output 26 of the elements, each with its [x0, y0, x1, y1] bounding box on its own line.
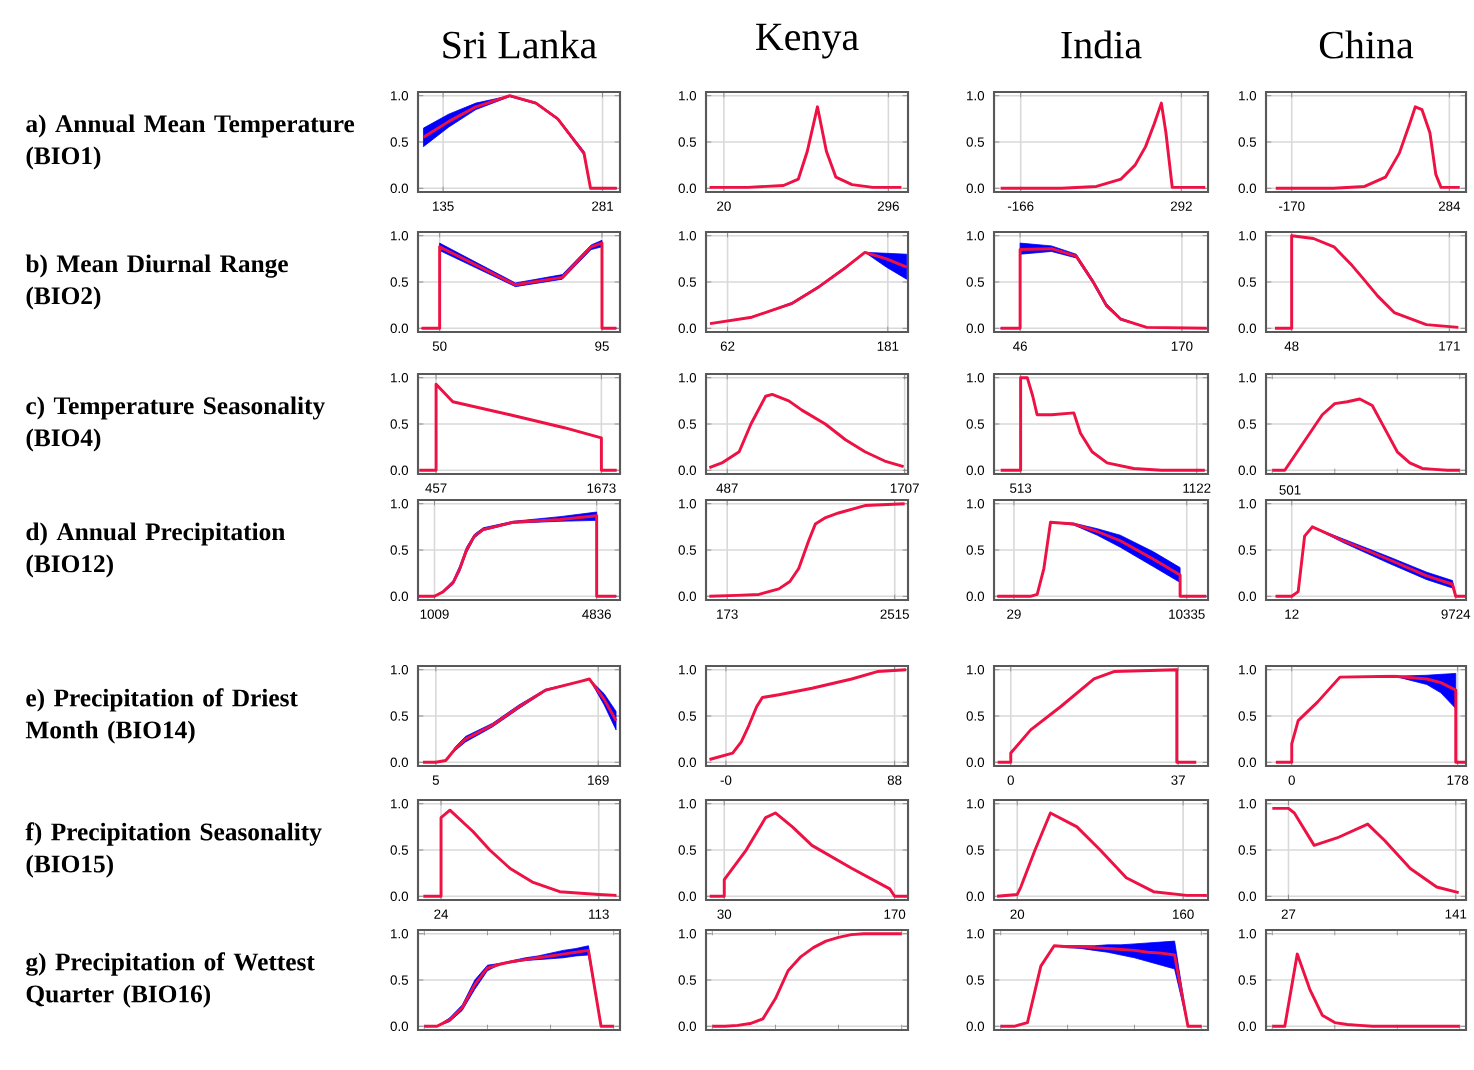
y-axis-title: f) Precipitation Seasonality (BIO15): [25, 822, 322, 878]
line-series: [1274, 105, 1462, 190]
line-series: [707, 392, 906, 469]
y-axis-title: a) Annual Mean Temperature (BIO1): [26, 114, 355, 170]
line-series: [418, 382, 619, 472]
line-series: [995, 811, 1209, 898]
line-series: [708, 105, 903, 189]
line-series: [999, 101, 1207, 190]
line-series: [708, 668, 908, 761]
line-series: [1273, 234, 1460, 330]
chart-title: China: [1319, 30, 1414, 59]
y-axis-title: e) Precipitation of Driest Month (BIO14): [25, 688, 298, 744]
chart-title: India: [1061, 30, 1142, 59]
line-series: [996, 668, 1198, 764]
line-series: [421, 808, 618, 898]
y-axis-title: c) Temperature Seasonality (BIO4): [26, 396, 325, 452]
line-series: [707, 502, 907, 598]
y-axis-title: d) Annual Precipitation (BIO12): [26, 522, 285, 578]
line-series: [708, 811, 909, 898]
y-axis-title: g) Precipitation of Wettest Quarter (BIO16): [26, 952, 315, 1008]
line-series: [999, 376, 1207, 472]
chart-title: Sri Lanka: [443, 30, 597, 59]
y-axis-title: b) Mean Diurnal Range (BIO2): [25, 254, 288, 310]
line-series: [1270, 397, 1462, 472]
line-series: [1270, 806, 1461, 895]
chart-title: Kenya: [755, 23, 859, 59]
